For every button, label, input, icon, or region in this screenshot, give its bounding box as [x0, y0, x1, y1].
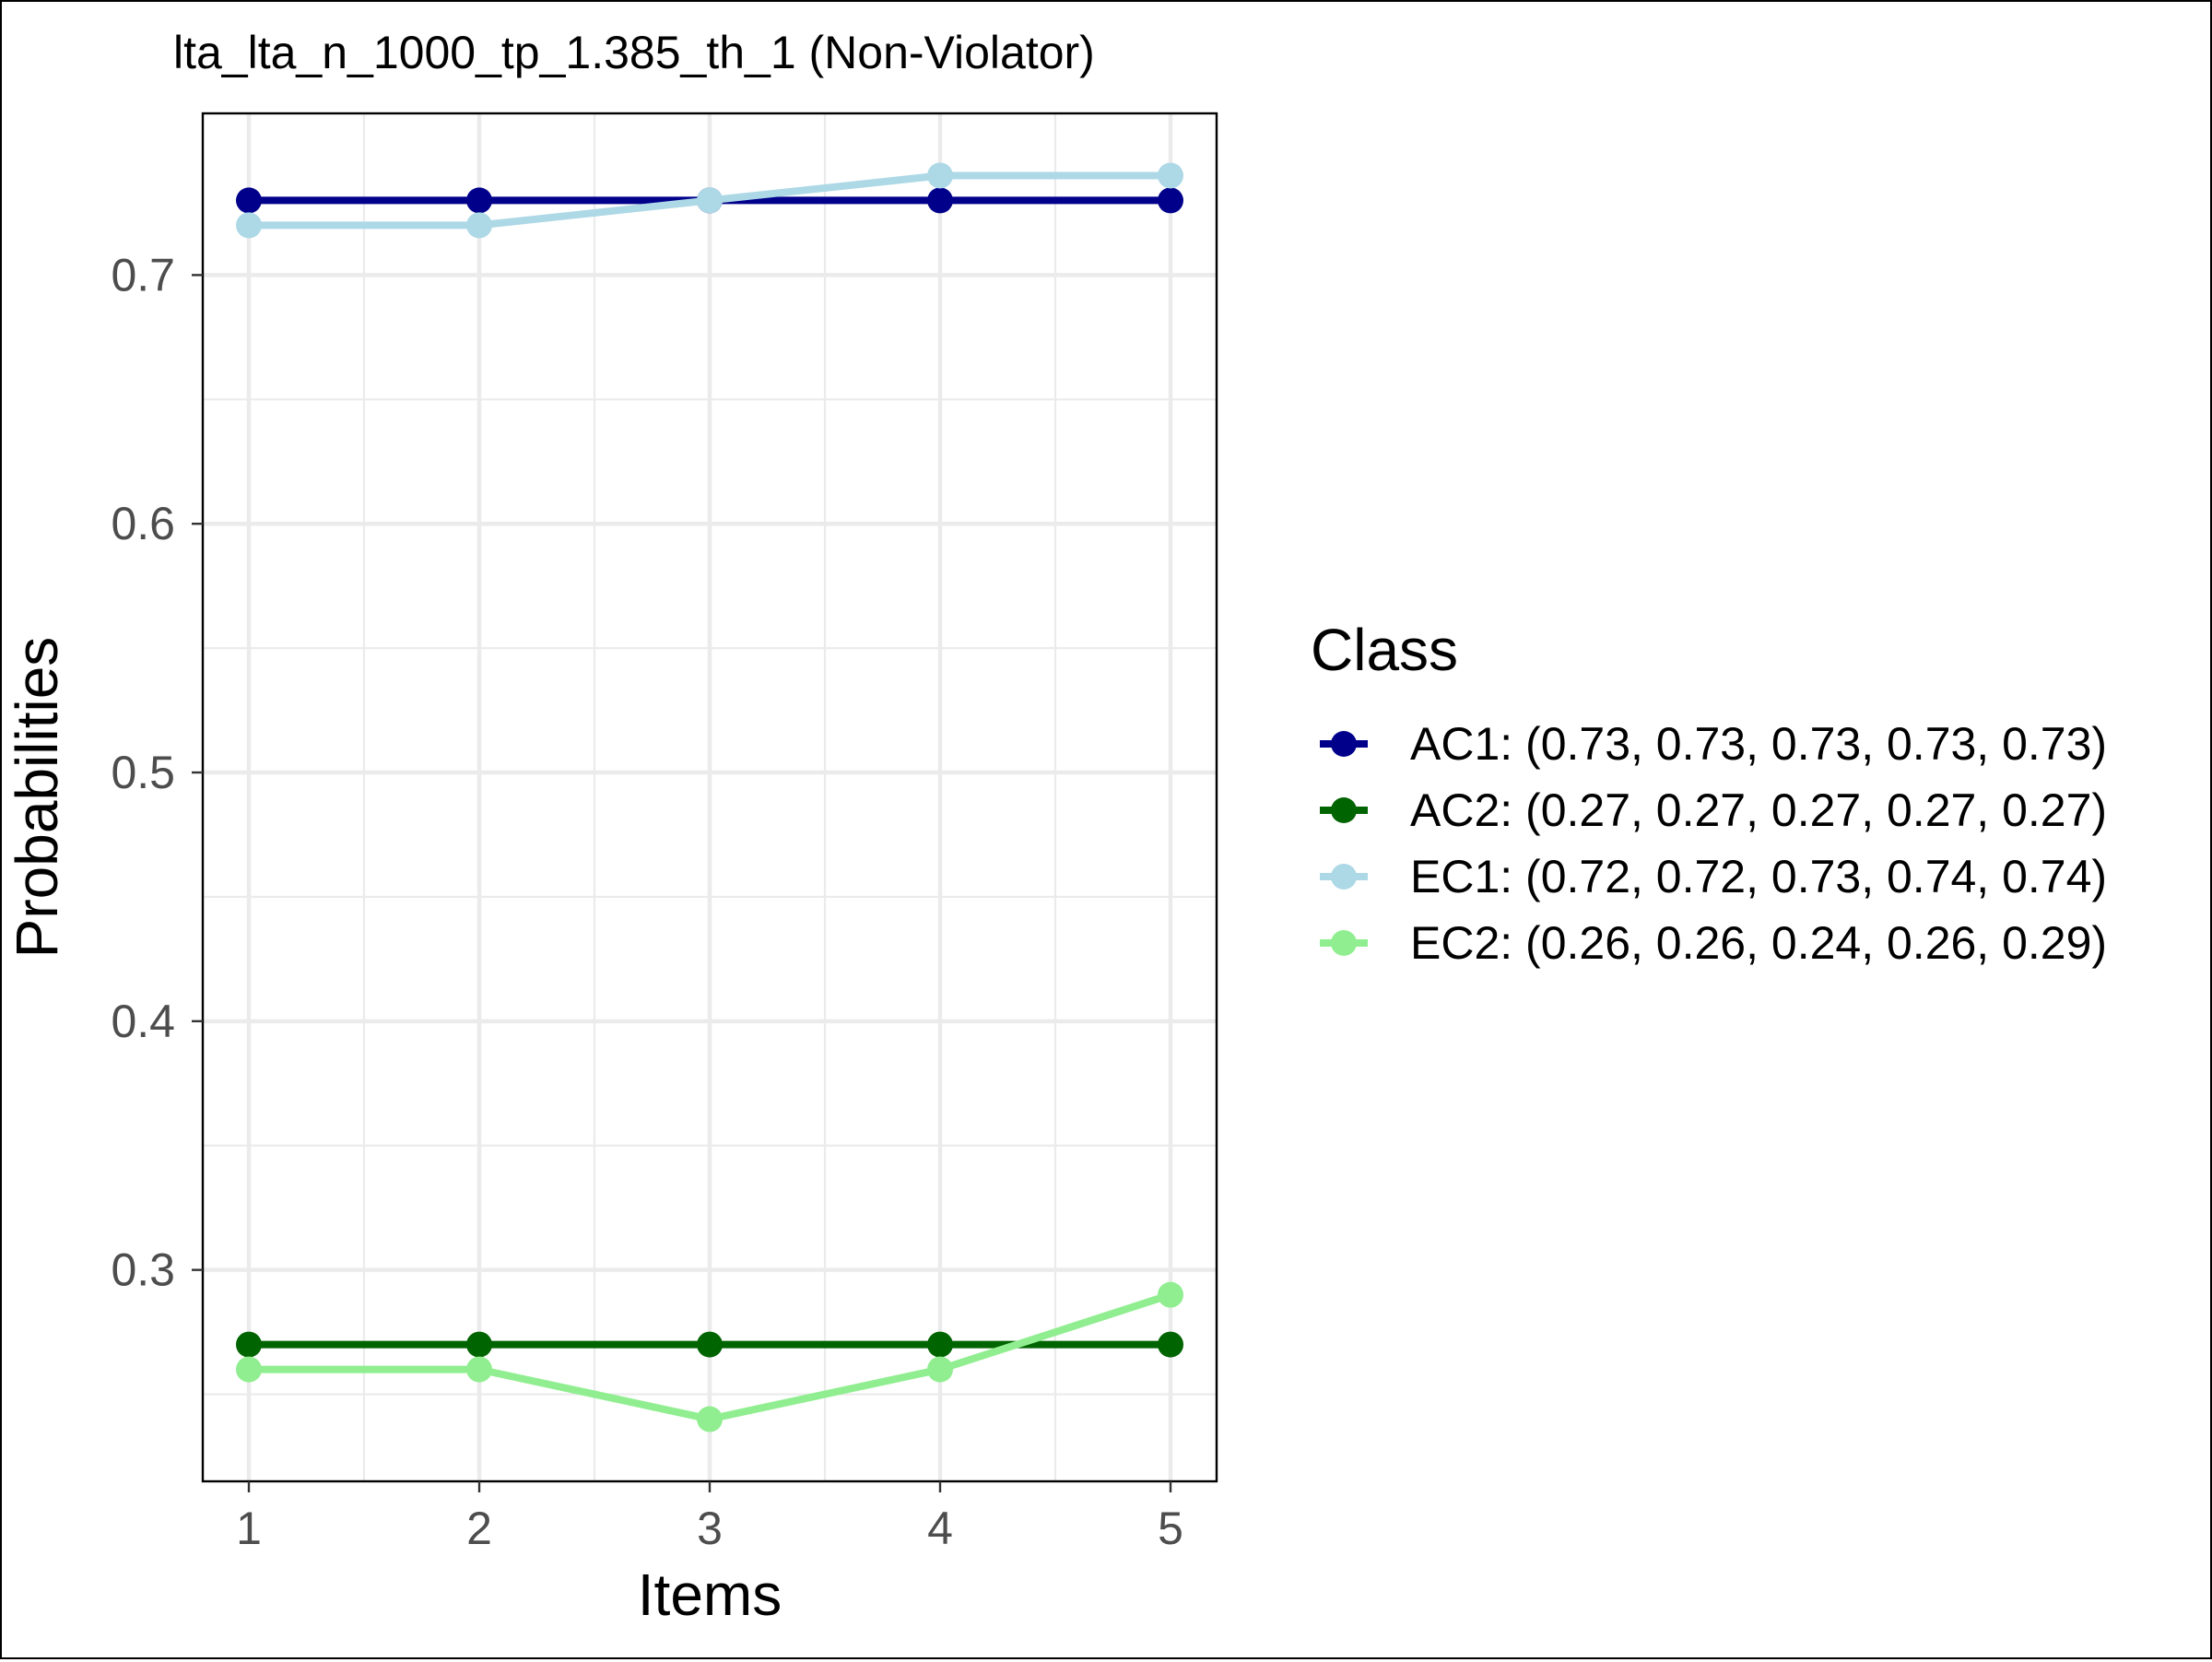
data-point-ac1 — [466, 187, 492, 214]
y-tick-label: 0.3 — [111, 1244, 175, 1296]
x-tick-label: 4 — [927, 1503, 953, 1554]
chart-title: lta_lta_n_1000_tp_1.385_th_1 (Non-Violat… — [173, 27, 1095, 78]
data-point-ec1 — [466, 212, 492, 239]
data-point-ec1 — [236, 212, 262, 239]
data-point-ac2 — [927, 1331, 953, 1358]
data-point-ac2 — [466, 1331, 492, 1358]
legend-label-ac1: AC1: (0.73, 0.73, 0.73, 0.73, 0.73) — [1410, 718, 2107, 770]
data-point-ac1 — [236, 187, 262, 214]
y-tick-label: 0.4 — [111, 996, 175, 1047]
legend-title: Class — [1311, 617, 1458, 683]
data-point-ac2 — [236, 1331, 262, 1358]
x-tick-label: 3 — [697, 1503, 723, 1554]
legend: Class AC1: (0.73, 0.73, 0.73, 0.73, 0.73… — [1311, 617, 2107, 969]
x-tick-label: 1 — [236, 1503, 262, 1554]
legend-label-ec1: EC1: (0.72, 0.72, 0.73, 0.74, 0.74) — [1410, 851, 2107, 902]
data-point-ec2 — [697, 1406, 723, 1432]
legend-label-ec2: EC2: (0.26, 0.26, 0.24, 0.26, 0.29) — [1410, 917, 2107, 969]
data-point-ec1 — [1158, 162, 1183, 189]
data-point-ac1 — [927, 187, 953, 214]
data-point-ec2 — [236, 1356, 262, 1383]
data-point-ec1 — [697, 187, 723, 214]
legend-label-ac2: AC2: (0.27, 0.27, 0.27, 0.27, 0.27) — [1410, 784, 2107, 836]
data-point-ec2 — [466, 1356, 492, 1383]
x-axis-title: Items — [638, 1562, 782, 1628]
data-point-ac1 — [1158, 187, 1183, 214]
legend-key-point-ec2 — [1331, 930, 1357, 956]
x-tick-label: 5 — [1158, 1503, 1183, 1554]
series-lines — [236, 162, 1183, 1432]
y-tick-label: 0.5 — [111, 747, 175, 798]
data-point-ec1 — [927, 162, 953, 189]
y-tick-label: 0.7 — [111, 249, 175, 301]
data-point-ec2 — [927, 1356, 953, 1383]
grid-lines — [203, 113, 1217, 1481]
y-axis-title: Probabilities — [4, 637, 70, 959]
data-point-ac2 — [697, 1331, 723, 1358]
data-point-ec2 — [1158, 1281, 1183, 1308]
x-tick-label: 2 — [466, 1503, 492, 1554]
data-point-ac2 — [1158, 1331, 1183, 1358]
legend-key-point-ec1 — [1331, 864, 1357, 890]
axis-ticks: 1 2 3 4 5 0.3 0.4 0.5 0.6 0.7 — [111, 249, 1182, 1554]
legend-key-point-ac1 — [1331, 731, 1357, 757]
legend-key-point-ac2 — [1331, 797, 1357, 823]
y-tick-label: 0.6 — [111, 498, 175, 549]
